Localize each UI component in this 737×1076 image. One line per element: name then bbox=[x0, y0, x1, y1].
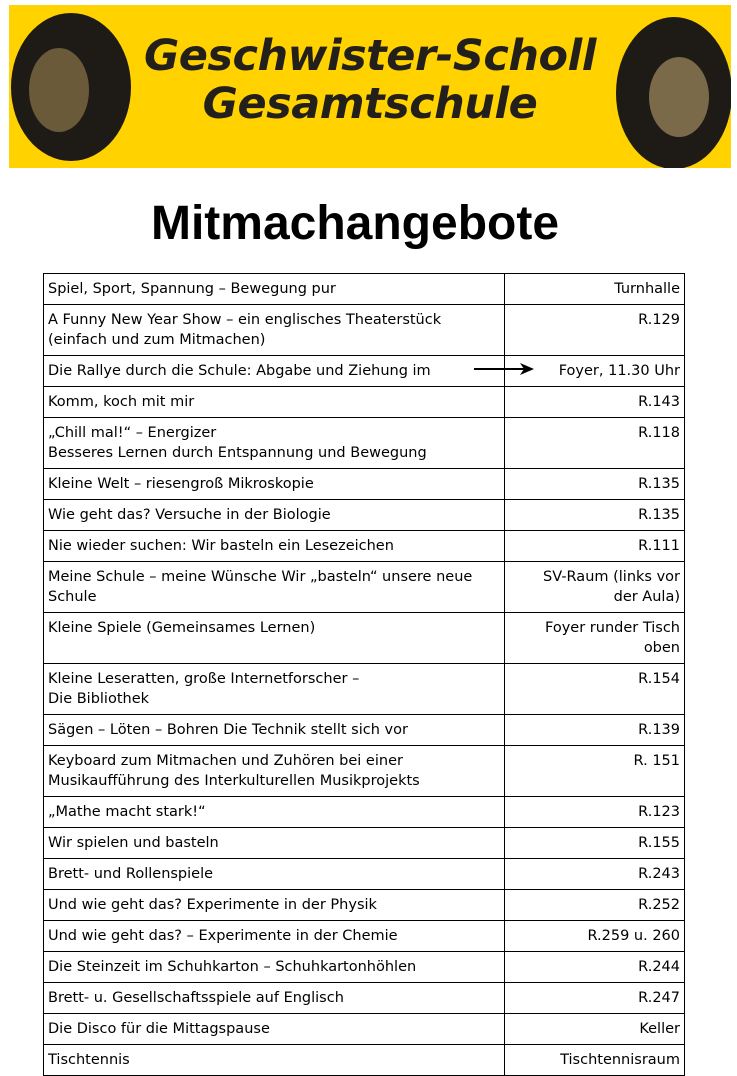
location: R.247 bbox=[504, 982, 685, 1014]
table-row: Brett- u. Gesellschaftsspiele auf Englis… bbox=[43, 982, 685, 1014]
table-row: Nie wieder suchen: Wir basteln ein Lesez… bbox=[43, 530, 685, 562]
location: R.123 bbox=[504, 796, 685, 828]
location: Keller bbox=[504, 1013, 685, 1045]
location: R.243 bbox=[504, 858, 685, 890]
activity: „Chill mal!“ – Energizer Besseres Lernen… bbox=[43, 417, 505, 469]
activity: Spiel, Sport, Spannung – Bewegung pur bbox=[43, 273, 505, 305]
school-name: Gesamtschule bbox=[202, 79, 538, 129]
location: R.244 bbox=[504, 951, 685, 983]
table-row: Keyboard zum Mitmachen und Zuhören bei e… bbox=[43, 745, 685, 797]
table-row: Kleine Welt – riesengroß Mikroskopie R.13… bbox=[43, 468, 685, 500]
activity: Kleine Welt – riesengroß Mikroskopie bbox=[43, 468, 505, 500]
location: R.259 u. 260 bbox=[504, 920, 685, 952]
table-row: Kleine Spiele (Gemeinsames Lernen) Foyer … bbox=[43, 612, 685, 664]
table-row: Die Disco für die Mittagspause Keller bbox=[43, 1013, 685, 1045]
location: R.154 bbox=[504, 663, 685, 715]
activity: Wie geht das? Versuche in der Biologie bbox=[43, 499, 505, 531]
table-row: Brett- und Rollenspiele R.243 bbox=[43, 858, 685, 890]
school-name: Geschwister-Scholl bbox=[143, 31, 597, 81]
activity: Keyboard zum Mitmachen und Zuhören bei e… bbox=[43, 745, 505, 797]
arrow bbox=[474, 363, 534, 375]
location: R. 151 bbox=[504, 745, 685, 797]
table-row: Die Steinzeit im Schuhkarton – Schuhkart… bbox=[43, 951, 685, 983]
table-row: „Chill mal!“ – Energizer Besseres Lernen… bbox=[43, 417, 685, 469]
activity: Brett- u. Gesellschaftsspiele auf Englis… bbox=[43, 982, 505, 1014]
table-row: Und wie geht das? Experimente in der Phy… bbox=[43, 889, 685, 921]
table-row: Spiel, Sport, Spannung – Bewegung pur Tur… bbox=[43, 273, 685, 305]
table-row: Und wie geht das? – Experimente in der C… bbox=[43, 920, 685, 952]
location: SV-Raum (links vor der Aula) bbox=[504, 561, 685, 613]
activity: A Funny New Year Show – ein englisches T… bbox=[43, 304, 505, 356]
table-row: Komm, koch mit mir R.143 bbox=[43, 386, 685, 418]
location: Tischtennisraum bbox=[504, 1044, 685, 1076]
location: Foyer runder Tisch oben bbox=[504, 612, 685, 664]
activity: Und wie geht das? Experimente in der Phy… bbox=[43, 889, 505, 921]
location: Turnhalle bbox=[504, 273, 685, 305]
table-row: Tischtennis Tischtennisraum bbox=[43, 1044, 685, 1076]
activity: Kleine Leseratten, große Internetforsche… bbox=[43, 663, 505, 715]
activity: Tischtennis bbox=[43, 1044, 505, 1076]
location: R.111 bbox=[504, 530, 685, 562]
activity: Meine Schule – meine Wünsche Wir „bastel… bbox=[43, 561, 505, 613]
activity: Brett- und Rollenspiele bbox=[43, 858, 505, 890]
table-row: A Funny New Year Show – ein englisches T… bbox=[43, 304, 685, 356]
offers-table: Spiel, Sport, Spannung – Bewegung pur Tur… bbox=[43, 273, 685, 1076]
table-row: Die Rallye durch die Schule: Abgabe und … bbox=[43, 355, 685, 387]
location: R.155 bbox=[504, 827, 685, 859]
table-row: Meine Schule – meine Wünsche Wir „bastel… bbox=[43, 561, 685, 613]
heading: Mitmachangebote bbox=[150, 197, 560, 250]
activity: Sägen – Löten – Bohren Die Technik stell… bbox=[43, 714, 505, 746]
activity: Die Steinzeit im Schuhkarton – Schuhkart… bbox=[43, 951, 505, 983]
portraits bbox=[11, 13, 731, 168]
location: R.135 bbox=[504, 468, 685, 500]
location: R.118 bbox=[504, 417, 685, 469]
location: R.143 bbox=[504, 386, 685, 418]
table-row: Sägen – Löten – Bohren Die Technik stell… bbox=[43, 714, 685, 746]
table-row: „Mathe macht stark!“ R.123 bbox=[43, 796, 685, 828]
activity: Kleine Spiele (Gemeinsames Lernen) bbox=[43, 612, 505, 664]
activity: „Mathe macht stark!“ bbox=[43, 796, 505, 828]
location: Foyer, 11.30 Uhr bbox=[504, 355, 685, 387]
location: R.252 bbox=[504, 889, 685, 921]
activity: Und wie geht das? – Experimente in der C… bbox=[43, 920, 505, 952]
location: R.139 bbox=[504, 714, 685, 746]
banner: Geschwister-Scholl Gesamtschule bbox=[9, 5, 731, 168]
table-row: Kleine Leseratten, große Internetforsche… bbox=[43, 663, 685, 715]
activity: Die Rallye durch die Schule: Abgabe und … bbox=[43, 355, 505, 387]
activity: Wir spielen und basteln bbox=[43, 827, 505, 859]
activity: Nie wieder suchen: Wir basteln ein Lesez… bbox=[43, 530, 505, 562]
location: R.129 bbox=[504, 304, 685, 356]
location: R.135 bbox=[504, 499, 685, 531]
activity: Komm, koch mit mir bbox=[43, 386, 505, 418]
table-row: Wie geht das? Versuche in der Biologie R.… bbox=[43, 499, 685, 531]
activity: Die Disco für die Mittagspause bbox=[43, 1013, 505, 1045]
table-row: Wir spielen und basteln R.155 bbox=[43, 827, 685, 859]
